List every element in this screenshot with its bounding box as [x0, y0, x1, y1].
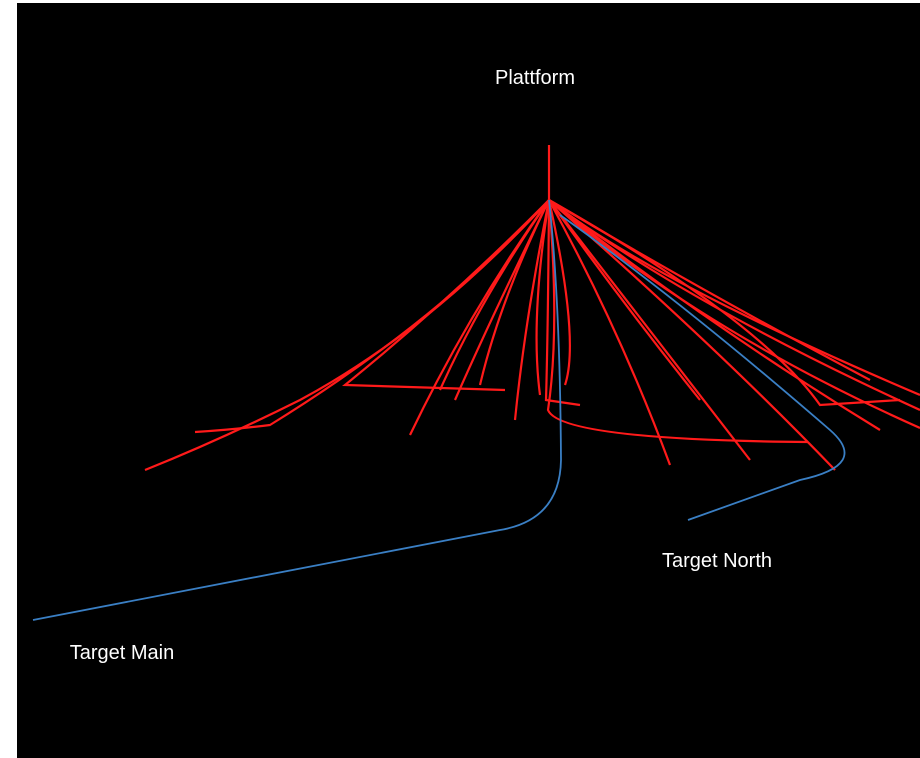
target-north-label: Target North — [662, 550, 772, 572]
well-paths — [144, 145, 920, 472]
target-north-path — [559, 214, 846, 521]
well-path — [194, 199, 550, 434]
well-path — [548, 199, 751, 461]
well-path — [513, 199, 551, 421]
target-paths — [32, 199, 846, 621]
target-main-label: Target Main — [70, 642, 175, 664]
well-path — [438, 199, 550, 391]
well-path — [548, 199, 901, 407]
well-path — [546, 199, 809, 444]
well-path — [548, 199, 920, 411]
well-path — [548, 199, 701, 401]
well-path — [544, 199, 581, 407]
platform-label: Plattform — [495, 67, 575, 89]
target-main-path — [32, 199, 562, 621]
well-path — [478, 199, 550, 386]
well-path — [548, 199, 920, 430]
well-path — [342, 199, 550, 392]
well-path — [535, 199, 551, 396]
well-path — [548, 199, 881, 431]
well-path — [548, 199, 672, 466]
well-path — [547, 199, 571, 386]
viewport — [17, 3, 920, 758]
